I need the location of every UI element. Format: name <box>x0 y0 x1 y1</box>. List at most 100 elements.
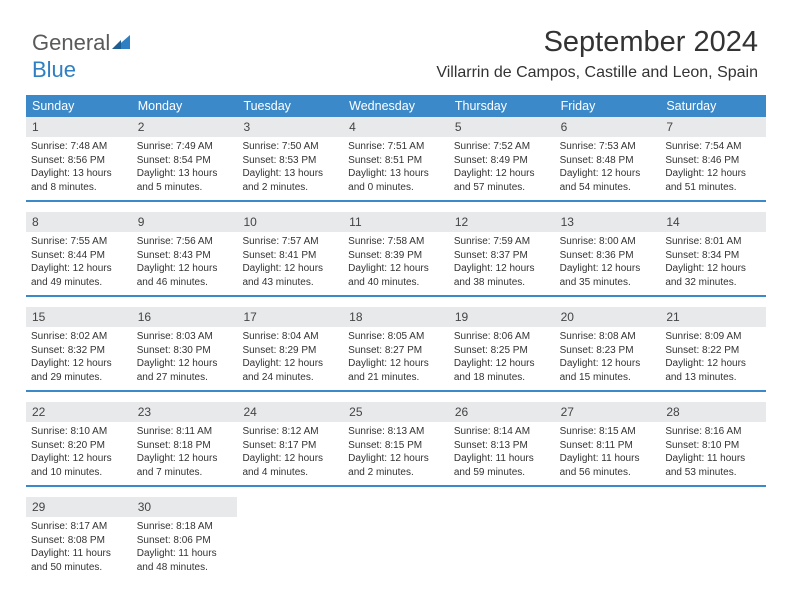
day-number: 22 <box>26 402 132 422</box>
sunrise-line: Sunrise: 7:54 AM <box>665 140 761 154</box>
day-body: Sunrise: 7:52 AMSunset: 8:49 PMDaylight:… <box>449 137 555 200</box>
sunrise-line: Sunrise: 8:09 AM <box>665 330 761 344</box>
sunset-line: Sunset: 8:06 PM <box>137 534 233 548</box>
daylight-line: Daylight: 12 hours and 35 minutes. <box>560 262 656 289</box>
day-body: Sunrise: 7:48 AMSunset: 8:56 PMDaylight:… <box>26 137 132 200</box>
sunset-line: Sunset: 8:25 PM <box>454 344 550 358</box>
day-body: Sunrise: 8:16 AMSunset: 8:10 PMDaylight:… <box>660 422 766 485</box>
day-cell: 16Sunrise: 8:03 AMSunset: 8:30 PMDayligh… <box>132 307 238 390</box>
day-number: 24 <box>237 402 343 422</box>
day-body: Sunrise: 7:56 AMSunset: 8:43 PMDaylight:… <box>132 232 238 295</box>
daylight-line: Daylight: 12 hours and 10 minutes. <box>31 452 127 479</box>
sunset-line: Sunset: 8:39 PM <box>348 249 444 263</box>
sunrise-line: Sunrise: 7:58 AM <box>348 235 444 249</box>
day-cell: 14Sunrise: 8:01 AMSunset: 8:34 PMDayligh… <box>660 212 766 295</box>
day-cell: 18Sunrise: 8:05 AMSunset: 8:27 PMDayligh… <box>343 307 449 390</box>
day-cell: 4Sunrise: 7:51 AMSunset: 8:51 PMDaylight… <box>343 117 449 200</box>
day-body: Sunrise: 8:12 AMSunset: 8:17 PMDaylight:… <box>237 422 343 485</box>
sunset-line: Sunset: 8:49 PM <box>454 154 550 168</box>
sunset-line: Sunset: 8:08 PM <box>31 534 127 548</box>
day-number: 13 <box>555 212 661 232</box>
day-number: 7 <box>660 117 766 137</box>
day-cell: 23Sunrise: 8:11 AMSunset: 8:18 PMDayligh… <box>132 402 238 485</box>
sunrise-line: Sunrise: 7:57 AM <box>242 235 338 249</box>
sunrise-line: Sunrise: 8:04 AM <box>242 330 338 344</box>
day-number: 11 <box>343 212 449 232</box>
day-header-cell: Sunday <box>26 95 132 117</box>
sunset-line: Sunset: 8:22 PM <box>665 344 761 358</box>
day-cell: 6Sunrise: 7:53 AMSunset: 8:48 PMDaylight… <box>555 117 661 200</box>
daylight-line: Daylight: 12 hours and 4 minutes. <box>242 452 338 479</box>
day-body: Sunrise: 8:06 AMSunset: 8:25 PMDaylight:… <box>449 327 555 390</box>
sunrise-line: Sunrise: 8:06 AM <box>454 330 550 344</box>
sunset-line: Sunset: 8:18 PM <box>137 439 233 453</box>
sunrise-line: Sunrise: 7:55 AM <box>31 235 127 249</box>
day-body: Sunrise: 7:55 AMSunset: 8:44 PMDaylight:… <box>26 232 132 295</box>
day-header-cell: Wednesday <box>343 95 449 117</box>
daylight-line: Daylight: 12 hours and 7 minutes. <box>137 452 233 479</box>
day-number: 10 <box>237 212 343 232</box>
sunrise-line: Sunrise: 7:49 AM <box>137 140 233 154</box>
daylight-line: Daylight: 12 hours and 24 minutes. <box>242 357 338 384</box>
day-cell: 9Sunrise: 7:56 AMSunset: 8:43 PMDaylight… <box>132 212 238 295</box>
day-body: Sunrise: 8:18 AMSunset: 8:06 PMDaylight:… <box>132 517 238 580</box>
daylight-line: Daylight: 12 hours and 57 minutes. <box>454 167 550 194</box>
sunset-line: Sunset: 8:29 PM <box>242 344 338 358</box>
day-header-cell: Tuesday <box>237 95 343 117</box>
daylight-line: Daylight: 12 hours and 18 minutes. <box>454 357 550 384</box>
day-number: 21 <box>660 307 766 327</box>
day-cell: 24Sunrise: 8:12 AMSunset: 8:17 PMDayligh… <box>237 402 343 485</box>
day-cell <box>449 497 555 580</box>
day-cell: 13 Sunrise: 8:00 AMSunset: 8:36 PMDayligh… <box>555 212 661 295</box>
week-row: 8Sunrise: 7:55 AMSunset: 8:44 PMDaylight… <box>26 212 766 297</box>
sunset-line: Sunset: 8:43 PM <box>137 249 233 263</box>
day-body: Sunrise: 8:05 AMSunset: 8:27 PMDaylight:… <box>343 327 449 390</box>
sunset-line: Sunset: 8:36 PM <box>560 249 656 263</box>
day-cell: 1Sunrise: 7:48 AMSunset: 8:56 PMDaylight… <box>26 117 132 200</box>
sunrise-line: Sunrise: 7:53 AM <box>560 140 656 154</box>
day-number: 12 <box>449 212 555 232</box>
day-number: 4 <box>343 117 449 137</box>
day-body: Sunrise: 7:53 AMSunset: 8:48 PMDaylight:… <box>555 137 661 200</box>
daylight-line: Daylight: 11 hours and 59 minutes. <box>454 452 550 479</box>
sunrise-line: Sunrise: 8:03 AM <box>137 330 233 344</box>
day-number: 8 <box>26 212 132 232</box>
day-body: Sunrise: 8:13 AMSunset: 8:15 PMDaylight:… <box>343 422 449 485</box>
day-body: Sunrise: 8:11 AMSunset: 8:18 PMDaylight:… <box>132 422 238 485</box>
day-cell <box>555 497 661 580</box>
day-body: Sunrise: 7:57 AMSunset: 8:41 PMDaylight:… <box>237 232 343 295</box>
sunset-line: Sunset: 8:53 PM <box>242 154 338 168</box>
sunset-line: Sunset: 8:20 PM <box>31 439 127 453</box>
sunrise-line: Sunrise: 7:51 AM <box>348 140 444 154</box>
daylight-line: Daylight: 11 hours and 56 minutes. <box>560 452 656 479</box>
day-body: Sunrise: 7:51 AMSunset: 8:51 PMDaylight:… <box>343 137 449 200</box>
day-cell <box>237 497 343 580</box>
sunrise-line: Sunrise: 7:50 AM <box>242 140 338 154</box>
day-cell: 25Sunrise: 8:13 AMSunset: 8:15 PMDayligh… <box>343 402 449 485</box>
sunrise-line: Sunrise: 8:05 AM <box>348 330 444 344</box>
daylight-line: Daylight: 11 hours and 53 minutes. <box>665 452 761 479</box>
day-number: 23 <box>132 402 238 422</box>
day-cell: 20Sunrise: 8:08 AMSunset: 8:23 PMDayligh… <box>555 307 661 390</box>
week-row: 15Sunrise: 8:02 AMSunset: 8:32 PMDayligh… <box>26 307 766 392</box>
daylight-line: Daylight: 12 hours and 40 minutes. <box>348 262 444 289</box>
sunrise-line: Sunrise: 7:59 AM <box>454 235 550 249</box>
day-cell: 19Sunrise: 8:06 AMSunset: 8:25 PMDayligh… <box>449 307 555 390</box>
daylight-line: Daylight: 12 hours and 38 minutes. <box>454 262 550 289</box>
daylight-line: Daylight: 12 hours and 2 minutes. <box>348 452 444 479</box>
logo-text-1: General <box>32 30 110 55</box>
daylight-line: Daylight: 12 hours and 32 minutes. <box>665 262 761 289</box>
day-body: Sunrise: 7:54 AMSunset: 8:46 PMDaylight:… <box>660 137 766 200</box>
day-number: 14 <box>660 212 766 232</box>
page-title: September 2024 <box>544 26 758 59</box>
sunrise-line: Sunrise: 8:00 AM <box>560 235 656 249</box>
day-number: 1 <box>26 117 132 137</box>
sunset-line: Sunset: 8:51 PM <box>348 154 444 168</box>
day-cell: 27Sunrise: 8:15 AMSunset: 8:11 PMDayligh… <box>555 402 661 485</box>
day-cell: 29Sunrise: 8:17 AMSunset: 8:08 PMDayligh… <box>26 497 132 580</box>
week-row: 22Sunrise: 8:10 AMSunset: 8:20 PMDayligh… <box>26 402 766 487</box>
day-number: 9 <box>132 212 238 232</box>
day-cell: 12Sunrise: 7:59 AMSunset: 8:37 PMDayligh… <box>449 212 555 295</box>
sunrise-line: Sunrise: 7:56 AM <box>137 235 233 249</box>
day-number: 20 <box>555 307 661 327</box>
